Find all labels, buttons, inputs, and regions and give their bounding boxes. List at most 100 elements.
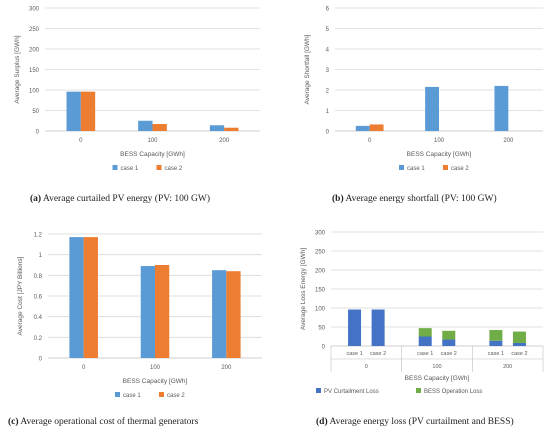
- y-tick-label: 5: [326, 27, 330, 33]
- x-subcategory-label: case 1: [417, 351, 433, 357]
- y-tick-label: 1: [39, 253, 43, 259]
- caption-d-text: Average energy loss (PV curtailment and …: [329, 417, 514, 427]
- y-axis-label: Average Cost [JPY Billions]: [17, 256, 24, 335]
- bar-case1: [140, 266, 155, 358]
- caption-a-text: Average curtailed PV energy (PV: 100 GW): [42, 194, 211, 204]
- y-tick-label: 100: [29, 89, 40, 95]
- bar-case1: [494, 85, 509, 131]
- y-tick-label: 0.4: [34, 315, 43, 321]
- y-tick-label: 0: [326, 130, 330, 136]
- caption-b: (b) Average energy shortfall (PV: 100 GW…: [332, 194, 497, 204]
- caption-c-text: Average operational cost of thermal gene…: [20, 417, 199, 427]
- y-tick-label: 50: [32, 109, 39, 115]
- x-tick-label: 100: [147, 138, 158, 144]
- bar-case1: [209, 125, 225, 131]
- x-axis-label: BESS Capacity [GWh]: [407, 151, 472, 158]
- legend-swatch: [443, 165, 448, 170]
- chart-panel-d: 0 50 100 150 200 250 300 Average Loss Energy [G…: [275, 220, 550, 405]
- x-group-label: 0: [365, 364, 368, 370]
- caption-c: (c) Average operational cost of thermal …: [8, 417, 198, 427]
- legend-swatch: [416, 388, 421, 393]
- bar-case1: [138, 120, 153, 131]
- y-tick-label: 1.2: [34, 233, 43, 239]
- x-group-label: 100: [432, 364, 441, 370]
- y-tick-label: 0: [322, 345, 326, 351]
- legend-label: case 2: [451, 166, 469, 172]
- legend-label: case 2: [165, 166, 183, 172]
- y-tick-label: 200: [315, 269, 326, 275]
- bar-pv-curtailment: [512, 342, 526, 346]
- caption-d-label: (d): [316, 417, 328, 427]
- caption-b-text: Average energy shortfall (PV: 100 GW): [345, 194, 497, 204]
- y-tick-label: 300: [29, 7, 40, 13]
- y-tick-label: 0.6: [34, 295, 43, 301]
- bar-pv-curtailment: [418, 336, 432, 346]
- bar-case2: [226, 271, 241, 358]
- y-tick-label: 6: [326, 7, 330, 13]
- bar-case2: [224, 127, 239, 131]
- x-tick-label: 200: [219, 138, 230, 144]
- y-tick-label: 0.2: [34, 336, 43, 342]
- bar-case1: [66, 91, 81, 131]
- caption-c-label: (c): [8, 417, 19, 427]
- bar-case2: [83, 237, 98, 358]
- x-tick-label: 100: [434, 138, 445, 144]
- bar-pv-curtailment: [489, 340, 503, 346]
- legend-label: case 1: [407, 166, 425, 172]
- bar-bess-operation: [442, 330, 456, 340]
- chart-d-svg: 0 50 100 150 200 250 300 Average Loss Energy [G…: [300, 231, 544, 395]
- chart-panel-b: 0 1 2 3 4 5 6 Average Shortfall [GWh] 0 100 200 BES…: [275, 0, 550, 180]
- y-tick-label: 150: [315, 288, 326, 294]
- y-tick-label: 250: [29, 27, 40, 33]
- chart-b-svg: 0 1 2 3 4 5 6 Average Shortfall [GWh] 0 100 200 BES…: [304, 7, 543, 172]
- bar-bess-operation: [489, 330, 503, 341]
- x-subcategory-label: case 2: [441, 351, 457, 357]
- bar-bess-operation: [418, 328, 432, 337]
- legend-swatch: [159, 392, 164, 397]
- y-tick-label: 0.8: [34, 274, 43, 280]
- caption-b-label: (b): [332, 194, 344, 204]
- y-tick-label: 4: [326, 48, 330, 54]
- bar-case1: [212, 270, 227, 358]
- legend-swatch: [316, 388, 321, 393]
- bar-pv-curtailment: [371, 309, 385, 346]
- legend-label: PV Curtailment Loss: [324, 389, 379, 395]
- bar-case1: [355, 125, 370, 131]
- x-subcategory-label: case 2: [370, 351, 386, 357]
- y-axis-label: Average Shortfall [GWh]: [304, 34, 311, 104]
- x-tick-label: 0: [82, 365, 86, 371]
- x-axis-label: BESS Capacity [GWh]: [405, 375, 470, 382]
- x-tick-label: 200: [221, 365, 232, 371]
- x-tick-label: 200: [503, 138, 514, 144]
- bar-case2: [369, 124, 384, 131]
- x-group-label: 200: [503, 364, 512, 370]
- y-axis-label: Average Surplus [GWh]: [14, 35, 21, 103]
- x-tick-label: 100: [150, 365, 161, 371]
- bar-case1: [69, 237, 84, 358]
- bar-pv-curtailment: [348, 309, 362, 346]
- chart-c-svg: 0 0.2 0.4 0.6 0.8 1 1.2 Average Cost [JPY Billi…: [17, 233, 262, 399]
- legend-swatch: [115, 392, 120, 397]
- caption-a: (a) Average curtailed PV energy (PV: 100…: [30, 194, 210, 204]
- y-tick-label: 150: [29, 68, 40, 74]
- x-subcategory-label: case 1: [346, 351, 362, 357]
- y-tick-label: 3: [326, 68, 330, 74]
- legend-label: case 1: [123, 393, 141, 399]
- caption-a-label: (a): [30, 194, 42, 204]
- legend-label: BESS Operation Loss: [424, 389, 482, 395]
- bar-pv-curtailment: [442, 339, 456, 346]
- chart-panel-c: 0 0.2 0.4 0.6 0.8 1 1.2 Average Cost [JPY Billi…: [0, 220, 275, 405]
- caption-d: (d) Average energy loss (PV curtailment …: [316, 417, 514, 427]
- legend-swatch: [112, 165, 118, 170]
- x-subcategory-label: case 2: [511, 351, 527, 357]
- x-axis-label: BESS Capacity [GWh]: [123, 378, 188, 385]
- x-tick-label: 0: [368, 138, 372, 144]
- y-tick-label: 0: [36, 130, 40, 136]
- bar-case1: [425, 86, 439, 131]
- legend-swatch: [399, 165, 404, 170]
- y-tick-label: 1: [326, 109, 330, 115]
- legend-swatch: [156, 165, 162, 170]
- y-tick-label: 300: [315, 231, 326, 237]
- y-tick-label: 50: [318, 326, 325, 332]
- y-tick-label: 100: [315, 307, 326, 313]
